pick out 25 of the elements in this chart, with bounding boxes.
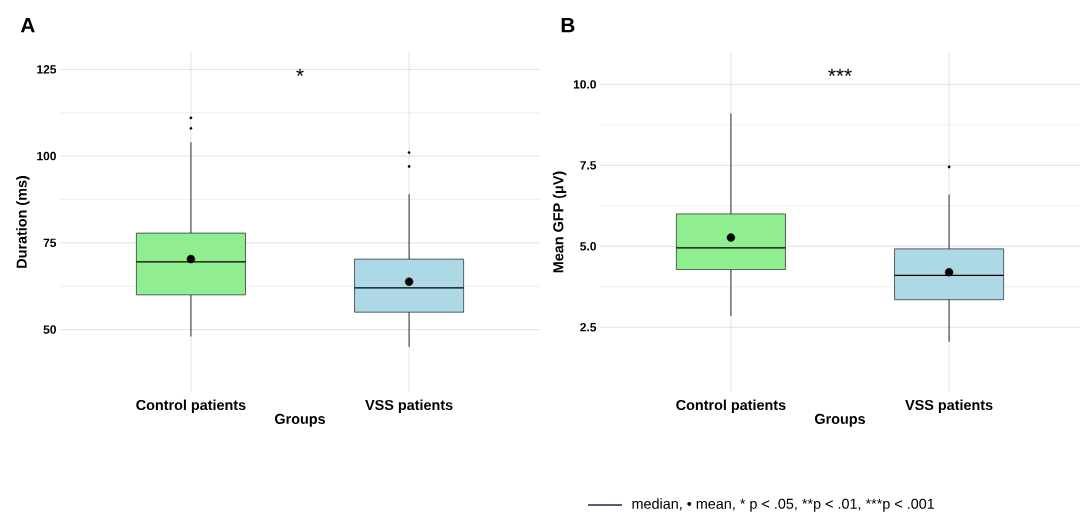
text: * p < .05, (740, 498, 797, 512)
chart-title: A (20, 18, 35, 33)
x-tick-label: Control patients (676, 399, 786, 413)
text: ***p < .001 (865, 498, 935, 512)
y-tick-label: 50 (43, 325, 56, 334)
x-tick-label: VSS patients (365, 399, 453, 413)
text: median, (632, 498, 682, 511)
x-tick-label: Control patients (136, 399, 246, 413)
y-tick-label: 5.0 (580, 242, 596, 251)
annotation: * (296, 68, 304, 76)
annotation: *** (828, 68, 852, 76)
y-tick-label: 2.5 (580, 322, 597, 332)
y-tick-label: 100 (37, 151, 56, 161)
y-tick-label: 75 (43, 238, 57, 247)
y-axis-title: Mean GFP (μV) (552, 171, 567, 273)
x-axis-title: Groups (275, 413, 326, 427)
text: • mean, (687, 500, 735, 511)
text: **p < .01, (802, 498, 861, 512)
x-axis-title: Groups (814, 413, 866, 427)
chart-title: B (561, 17, 575, 33)
y-tick-label: 10.0 (573, 80, 596, 89)
y-tick-label: 7.5 (580, 161, 597, 170)
y-axis-title: Duration (ms) (16, 175, 30, 268)
x-tick-label: VSS patients (905, 399, 993, 413)
y-tick-label: 125 (37, 65, 57, 74)
